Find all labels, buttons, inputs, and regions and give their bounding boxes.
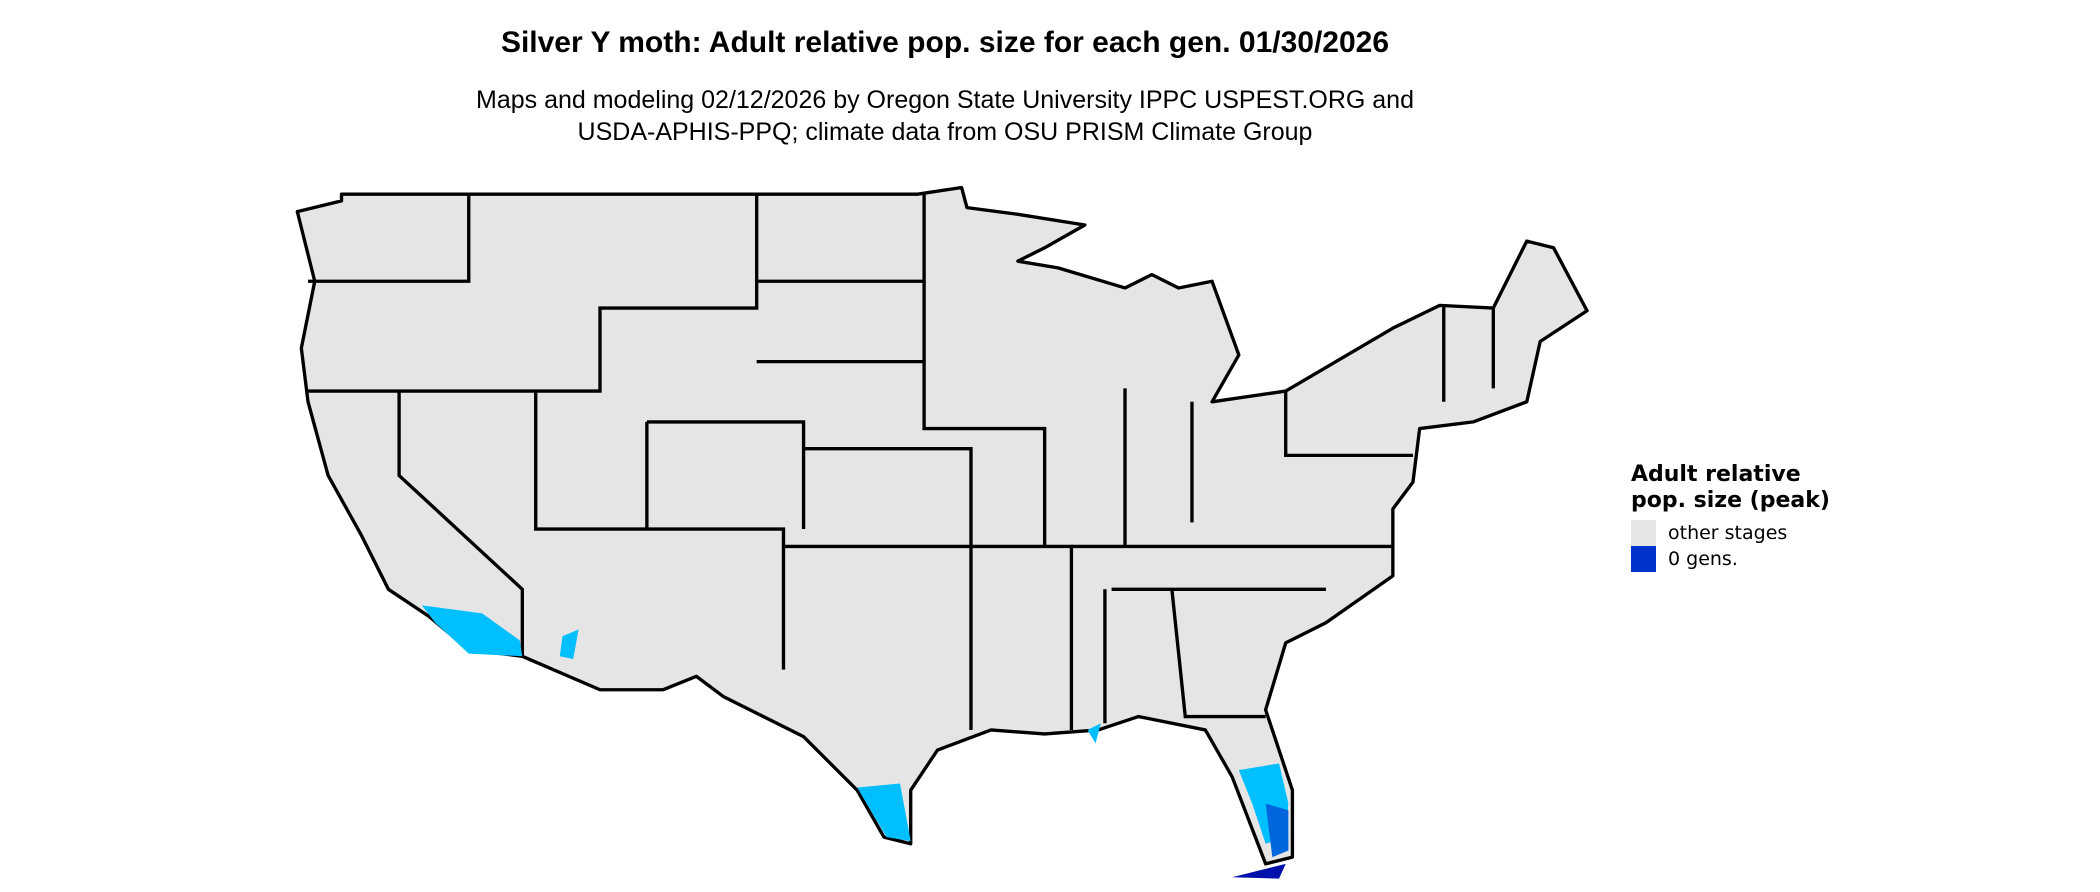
map-subtitle-line2: USDA-APHIS-PPQ; climate data from OSU PR… [577, 118, 1313, 146]
map-subtitle-line1: Maps and modeling 02/12/2026 by Oregon S… [476, 86, 1414, 114]
legend-swatch [1631, 520, 1656, 546]
legend-item-0-gens: 0 gens. [1631, 546, 1831, 572]
legend-label: 0 gens. [1668, 548, 1738, 570]
legend-item-other-stages: other stages [1631, 520, 1831, 546]
map-title: Silver Y moth: Adult relative pop. size … [500, 26, 1390, 59]
legend: Adult relative pop. size (peak) other st… [1631, 462, 1831, 572]
legend-title: Adult relative pop. size (peak) [1631, 462, 1830, 513]
legend-label: other stages [1668, 522, 1788, 544]
state-borders [305, 194, 1495, 730]
legend-swatch [1631, 546, 1656, 572]
us-land [295, 185, 1589, 866]
